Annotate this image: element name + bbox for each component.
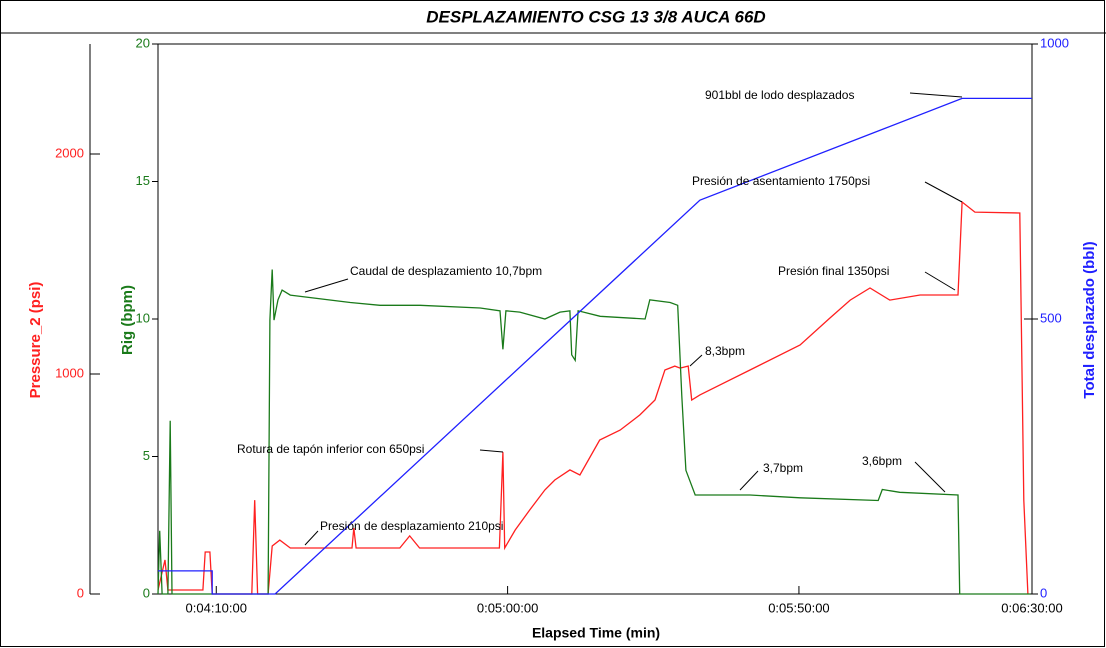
y2-tick-label: 0 — [143, 585, 150, 600]
annotation-leader — [304, 278, 349, 293]
series-line — [157, 269, 1031, 595]
y-tick-label: 0 — [77, 585, 84, 600]
annotation-leader — [914, 461, 946, 493]
annotation: Presión de desplazamiento 210psi — [320, 519, 503, 533]
annotation-leader — [479, 449, 504, 453]
annotation-leader — [909, 92, 963, 98]
y-tick-label: 1000 — [55, 365, 84, 380]
y2-tick-label: 20 — [136, 35, 150, 50]
y3-tick-label: 500 — [1040, 310, 1062, 325]
annotation-leader — [689, 354, 703, 367]
annotation: Presión final 1350psi — [778, 264, 889, 278]
y2-tick-label: 15 — [136, 173, 150, 188]
annotation: Presión de asentamiento 1750psi — [692, 174, 870, 188]
annotation-leader — [924, 181, 963, 203]
chart-title: DESPLAZAMIENTO CSG 13 3/8 AUCA 66D — [426, 7, 765, 26]
x-axis-label: Elapsed Time (min) — [532, 625, 660, 641]
annotation: Rotura de tapón inferior con 650psi — [237, 442, 424, 456]
y-axis-label: Pressure_2 (psi) — [27, 282, 44, 399]
y3-axis-label: Total desplazado (bbl) — [1081, 241, 1098, 398]
series-line — [157, 200, 1029, 595]
annotation: 3,6bpm — [862, 454, 902, 468]
y2-tick-label: 5 — [143, 448, 150, 463]
annotation: 901bbl de lodo desplazados — [705, 88, 854, 102]
y3-tick-label: 1000 — [1040, 35, 1069, 50]
series-line — [158, 97, 1032, 595]
y2-tick-label: 10 — [136, 310, 150, 325]
annotation: 3,7bpm — [763, 461, 803, 475]
annotation: 8,3bpm — [705, 344, 745, 358]
annotation-leader — [924, 271, 956, 291]
annotation-leader — [739, 470, 759, 491]
y2-axis-label: Rig (bpm) — [119, 285, 136, 355]
annotation: Caudal de desplazamiento 10,7bpm — [350, 264, 542, 278]
y3-tick-label: 0 — [1040, 585, 1047, 600]
y-tick-label: 2000 — [55, 145, 84, 160]
x-tick-label: 0:06:30:00 — [1001, 600, 1062, 615]
x-tick-label: 0:05:00:00 — [477, 600, 538, 615]
annotation-leader — [304, 530, 319, 546]
x-tick-label: 0:04:10:00 — [186, 600, 247, 615]
x-tick-label: 0:05:50:00 — [768, 600, 829, 615]
